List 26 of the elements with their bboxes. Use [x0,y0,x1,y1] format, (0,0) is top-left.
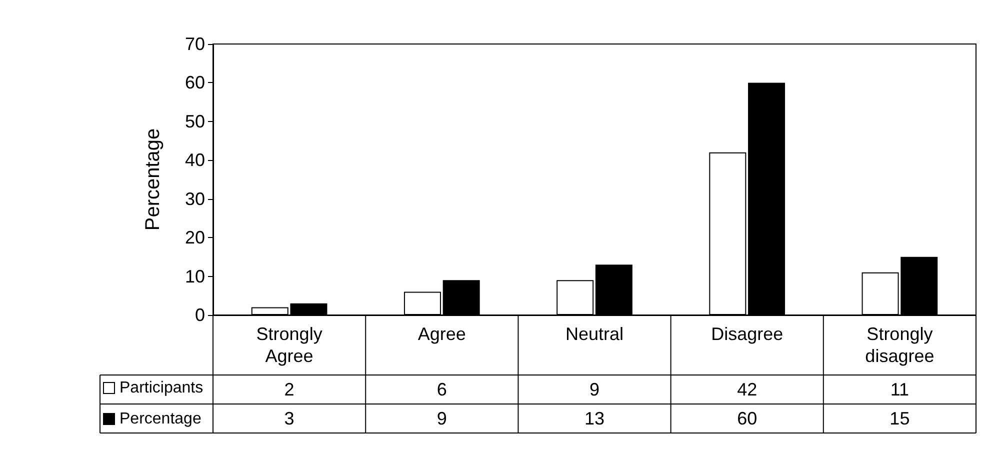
legend-label: Percentage [120,410,202,428]
y-tick-label: 70 [184,34,205,54]
data-label: 60 [737,408,758,428]
y-tick-label: 60 [184,72,205,93]
y-tick-label: 10 [184,266,205,286]
x-tick-label: Agree [418,324,466,344]
data-label: 13 [584,408,605,428]
y-axis-title: Percentage [142,128,164,231]
data-label: 42 [737,380,758,400]
x-tick-label: Neutral [565,324,624,344]
data-label: 15 [890,408,910,428]
data-label: 2 [284,380,294,400]
data-label: 9 [436,408,447,428]
data-label: 9 [589,380,600,400]
data-label: 6 [436,380,447,400]
data-label: 11 [890,380,910,400]
y-tick-label: 50 [184,111,205,132]
x-tick-label: Disagree [711,324,784,344]
y-tick-label: 20 [184,228,205,248]
x-tick-label: Strongly Agree [256,324,322,366]
y-tick-label: 30 [184,188,205,209]
legend-label: Participants [120,380,204,396]
y-tick-label: 40 [184,150,205,170]
data-label: 3 [284,408,294,428]
x-tick-label: Strongly disagree [865,324,934,366]
y-tick-label: 0 [194,305,205,325]
